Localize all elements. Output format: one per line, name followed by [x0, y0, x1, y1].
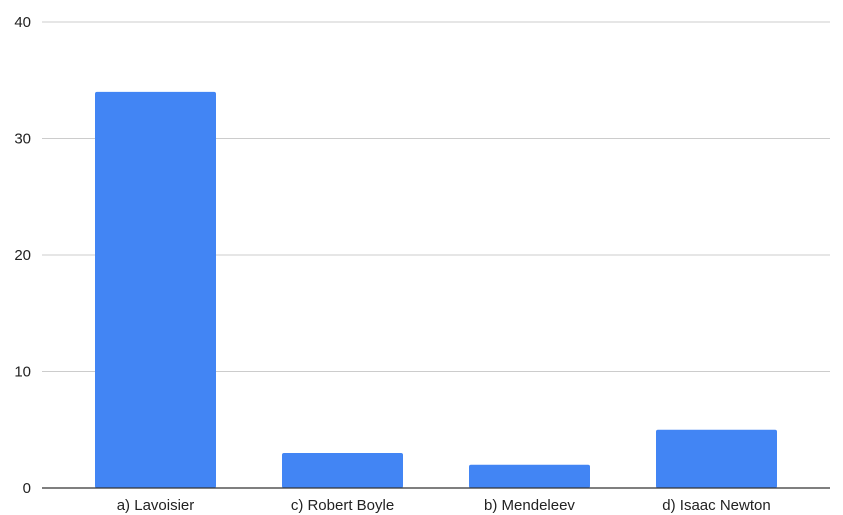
- x-tick-label-3: b) Mendeleev: [484, 497, 575, 514]
- y-tick-label-0: 0: [23, 480, 31, 497]
- bar-3: [469, 464, 590, 488]
- bar-1: [95, 91, 216, 489]
- y-tick-label-10: 10: [14, 364, 31, 381]
- x-tick-label-4: d) Isaac Newton: [662, 497, 770, 514]
- y-axis-ticks: 0 10 20 30 40: [14, 14, 31, 497]
- bar-4: [656, 429, 777, 488]
- y-tick-label-40: 40: [14, 14, 31, 31]
- x-axis-labels: a) Lavoisier c) Robert Boyle b) Mendeleev d…: [117, 497, 771, 514]
- bar-2: [282, 453, 403, 488]
- y-tick-label-20: 20: [14, 247, 31, 264]
- y-tick-label-30: 30: [14, 131, 31, 148]
- x-tick-label-2: c) Robert Boyle: [291, 497, 394, 514]
- x-tick-label-1: a) Lavoisier: [117, 497, 195, 514]
- bars: [95, 91, 777, 489]
